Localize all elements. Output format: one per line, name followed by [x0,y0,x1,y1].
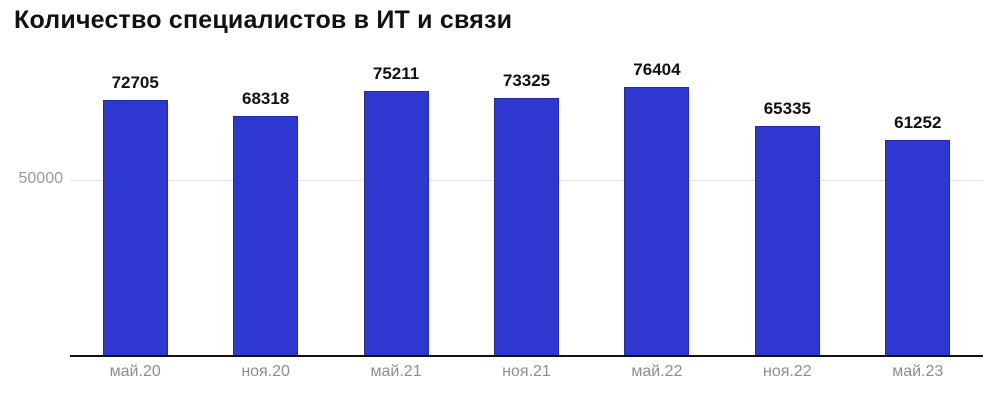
bar [494,97,559,356]
bar [624,87,690,356]
y-axis-tick-label: 50000 [18,170,64,187]
bar [885,140,951,356]
x-axis-category-label: май.23 [892,363,944,380]
bar-value-label: 65335 [763,99,811,119]
x-axis-category-label: ноя.22 [763,363,812,380]
bar-value-label: 75211 [372,64,420,84]
bar [102,100,168,356]
bar [233,115,299,356]
x-axis-category-label: ноя.21 [502,363,551,380]
bar-value-label: 76404 [633,60,681,80]
x-axis-line [70,355,983,357]
bar-value-label: 73325 [502,70,551,90]
chart-title: Количество специалистов в ИТ и связи [14,6,513,34]
bar [363,91,429,356]
bar [754,126,820,356]
x-axis-category-label: май.21 [370,363,422,380]
x-axis-category-label: май.22 [631,363,683,380]
bar-value-label: 68318 [242,88,290,108]
x-axis-category-label: ноя.20 [241,363,290,380]
bar-value-label: 61252 [894,113,942,133]
bar-value-label: 72705 [111,73,159,93]
x-axis-category-label: май.20 [109,363,161,380]
